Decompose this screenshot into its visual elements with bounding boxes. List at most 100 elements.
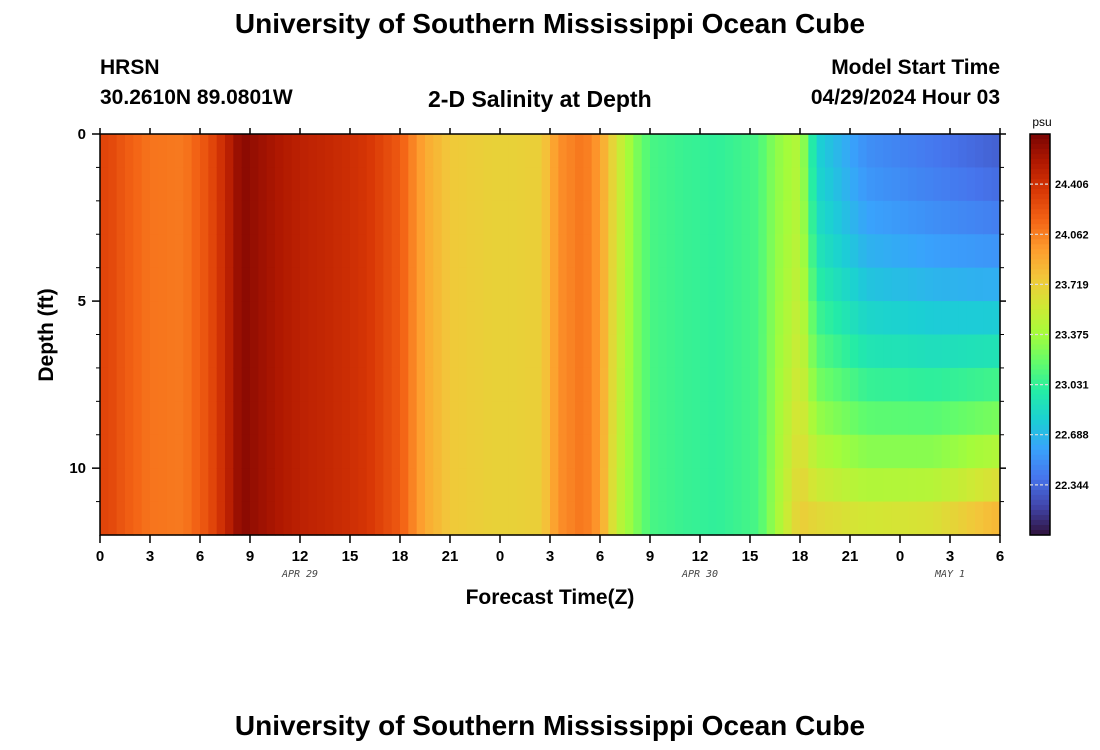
heatmap-cell xyxy=(275,267,284,302)
heatmap-cell xyxy=(933,200,943,235)
heatmap-cell xyxy=(183,267,193,302)
heatmap-cell xyxy=(683,367,693,402)
heatmap-cell xyxy=(708,234,718,269)
heatmap-cell xyxy=(683,200,693,235)
heatmap-cell xyxy=(708,401,718,436)
heatmap-cell xyxy=(683,501,693,536)
heatmap-cell xyxy=(716,234,726,269)
heatmap-cell xyxy=(191,434,201,469)
heatmap-cell xyxy=(266,234,276,269)
heatmap-cell xyxy=(950,200,959,235)
heatmap-cell xyxy=(891,301,901,336)
heatmap-cell xyxy=(183,334,193,369)
heatmap-cell xyxy=(350,367,359,402)
heatmap-cell xyxy=(666,200,676,235)
heatmap-cell xyxy=(808,468,818,503)
heatmap-cell xyxy=(275,367,284,402)
heatmap-cell xyxy=(533,501,543,536)
heatmap-cell xyxy=(600,234,609,269)
heatmap-cell xyxy=(733,401,743,436)
heatmap-cell xyxy=(991,167,1001,202)
heatmap-cell xyxy=(566,267,576,302)
heatmap-cell xyxy=(775,167,784,202)
heatmap-cell xyxy=(908,401,918,436)
heatmap-cell xyxy=(141,367,151,402)
heatmap-cell xyxy=(341,134,351,169)
heatmap-cell xyxy=(691,434,701,469)
heatmap-cell xyxy=(291,267,301,302)
heatmap-cell xyxy=(558,434,568,469)
heatmap-cell xyxy=(991,434,1001,469)
heatmap-cell xyxy=(483,401,493,436)
heatmap-cell xyxy=(583,501,593,536)
heatmap-cell xyxy=(450,468,459,503)
heatmap-cell xyxy=(441,200,451,235)
heatmap-cell xyxy=(766,367,776,402)
heatmap-cell xyxy=(358,401,368,436)
colorbar-segment xyxy=(1030,309,1050,316)
heatmap-cell xyxy=(566,501,576,536)
heatmap-cell xyxy=(783,134,793,169)
heatmap-cell xyxy=(758,434,768,469)
heatmap-cell xyxy=(816,434,826,469)
heatmap-cell xyxy=(258,334,268,369)
colorbar-segment xyxy=(1030,224,1050,230)
heatmap-cell xyxy=(716,401,726,436)
heatmap-cell xyxy=(933,501,943,536)
heatmap-cell xyxy=(733,200,743,235)
heatmap-cell xyxy=(733,267,743,302)
heatmap-cell xyxy=(941,267,951,302)
heatmap-cell xyxy=(350,468,359,503)
heatmap-cell xyxy=(908,167,918,202)
heatmap-cell xyxy=(416,234,426,269)
heatmap-cell xyxy=(383,501,393,536)
heatmap-cell xyxy=(616,134,626,169)
heatmap-cell xyxy=(441,401,451,436)
heatmap-cell xyxy=(158,134,168,169)
heatmap-cell xyxy=(883,167,893,202)
heatmap-cell xyxy=(741,334,751,369)
colorbar-segment xyxy=(1030,159,1050,165)
heatmap-cell xyxy=(166,367,176,402)
heatmap-cell xyxy=(708,367,718,402)
heatmap-cell xyxy=(658,367,668,402)
heatmap-cell xyxy=(125,301,134,336)
colorbar-segment xyxy=(1030,369,1050,376)
colorbar-segment xyxy=(1030,319,1050,326)
heatmap-cell xyxy=(166,468,176,503)
heatmap-cell xyxy=(241,200,251,235)
heatmap-cell xyxy=(775,134,784,169)
heatmap-cell xyxy=(375,401,384,436)
heatmap-cell xyxy=(400,301,409,336)
heatmap-cell xyxy=(441,468,451,503)
heatmap-cell xyxy=(341,434,351,469)
x-tick-label: 6 xyxy=(196,548,204,565)
heatmap-cell xyxy=(900,267,909,302)
heatmap-cell xyxy=(975,267,984,302)
heatmap-cell xyxy=(550,334,559,369)
heatmap-cell xyxy=(908,134,918,169)
heatmap-cell xyxy=(841,134,851,169)
heatmap-cell xyxy=(875,134,884,169)
heatmap-cell xyxy=(691,334,701,369)
heatmap-cell xyxy=(166,167,176,202)
heatmap-cell xyxy=(541,234,551,269)
colorbar-segment xyxy=(1030,479,1050,486)
heatmap-cell xyxy=(341,167,351,202)
heatmap-cell xyxy=(725,267,734,302)
heatmap-cell xyxy=(541,367,551,402)
heatmap-cell xyxy=(816,468,826,503)
heatmap-cell xyxy=(291,468,301,503)
heatmap-cell xyxy=(591,334,601,369)
heatmap-cell xyxy=(908,434,918,469)
heatmap-cell xyxy=(575,501,584,536)
heatmap-cell xyxy=(241,134,251,169)
heatmap-cell xyxy=(650,200,659,235)
colorbar-segment xyxy=(1030,229,1050,235)
heatmap-cell xyxy=(216,301,226,336)
heatmap-cell xyxy=(600,334,609,369)
heatmap-cell xyxy=(283,200,293,235)
heatmap-cell xyxy=(483,501,493,536)
heatmap-cell xyxy=(983,134,993,169)
heatmap-cell xyxy=(741,134,751,169)
